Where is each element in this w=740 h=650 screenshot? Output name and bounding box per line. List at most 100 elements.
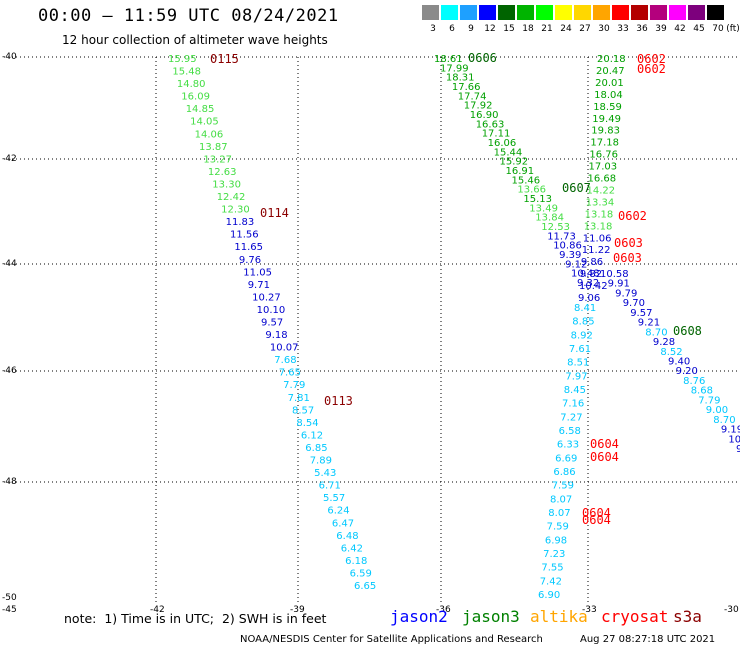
scale-swatch (574, 5, 591, 20)
wave-height-value: 7.16 (562, 399, 584, 410)
wave-height-value: 10. (728, 434, 740, 445)
pass-id-label: 0604 (590, 437, 619, 451)
scale-label: 45 (693, 24, 705, 34)
scale-swatch (460, 5, 477, 20)
pass-id-label: 0602 (637, 52, 666, 66)
wave-height-value: 11.22 (582, 245, 611, 256)
wave-height-value: 16.76 (589, 150, 618, 161)
wave-height-value: 10.07 (270, 343, 299, 354)
lon-tick-label: -42 (150, 605, 165, 615)
wave-height-value: 11.05 (243, 267, 272, 278)
wave-height-value: 8.51 (567, 358, 589, 369)
wave-height-value: 14.06 (195, 129, 224, 140)
legend-jason3: jason3 (462, 607, 520, 626)
wave-height-value: 7.65 (279, 368, 301, 379)
pass-id-label: 0602 (618, 209, 647, 223)
wave-height-value: 19.83 (591, 126, 620, 137)
wave-height-value: 9.86 (581, 257, 603, 268)
wave-height-value: 15.13 (523, 194, 552, 205)
wave-height-value: 14.80 (177, 79, 206, 90)
wave-height-value: 10.10 (257, 305, 286, 316)
lat-tick-label: -50 (2, 593, 17, 603)
wave-height-value: 9.20 (676, 366, 698, 377)
lat-lon-grid (4, 56, 740, 603)
axis-ticks: -40 -42 -44 -46 -48 -50 -45 -42 -39 -36 -33 -30 (2, 52, 739, 615)
wave-height-value: 17.66 (452, 82, 481, 93)
wave-height-value: 17.74 (458, 91, 487, 102)
legend-cryosat: cryosat (601, 607, 669, 626)
wave-height-value: 7.42 (540, 576, 562, 587)
scale-label: 30 (598, 24, 610, 34)
wave-height-value: 20.01 (595, 78, 624, 89)
wave-height-value: 16.63 (476, 119, 505, 130)
wave-height-value: 6.90 (538, 590, 560, 601)
legend-s3a: s3a (673, 607, 702, 626)
wave-height-value: 13.18 (585, 209, 614, 220)
pass-id-label: 0602 (637, 62, 666, 76)
wave-height-value: 6.33 (557, 440, 579, 451)
wave-height-value: 16.91 (506, 166, 535, 177)
wave-height-value: 8.07 (548, 508, 570, 519)
wave-height-value: 16.68 (588, 174, 617, 185)
pass-id-label: 0607 (562, 181, 591, 195)
wave-height-value: 11.73 (547, 231, 576, 242)
scale-label: 36 (636, 24, 648, 34)
wave-height-value: 7.61 (569, 344, 591, 355)
wave-height-value: 12.30 (221, 205, 250, 216)
wave-height-value: 11.56 (230, 230, 259, 241)
lat-tick-label: -40 (2, 52, 17, 62)
wave-height-value: 5.43 (314, 468, 336, 479)
wave-height-value: 15.44 (494, 147, 523, 158)
wave-height-value: 7.68 (274, 355, 296, 366)
lon-tick-label: -33 (582, 605, 597, 615)
wave-height-value: 8.76 (683, 376, 705, 387)
lon-tick-label: -39 (290, 605, 305, 615)
wave-height-value: 16.06 (488, 138, 517, 149)
wave-height-value: 18.61 (434, 54, 463, 65)
wave-height-value: 9.19 (721, 425, 740, 436)
pass-id-label: 0603 (614, 236, 643, 250)
footer-timestamp: Aug 27 08:27:18 UTC 2021 (580, 634, 716, 645)
scale-swatch (498, 5, 515, 20)
scale-label: 18 (522, 24, 534, 34)
scale-swatch (555, 5, 572, 20)
wave-height-value: 7.27 (560, 412, 582, 423)
wave-height-value: 16.09 (181, 92, 210, 103)
wave-height-value: 9.21 (638, 318, 660, 329)
wave-height-value: 13.18 (584, 221, 613, 232)
wave-height-value: 10.58 (600, 269, 629, 280)
wave-height-value: 14.22 (587, 186, 616, 197)
scale-swatch (517, 5, 534, 20)
wave-height-value: 19.49 (592, 114, 621, 125)
scale-label: 21 (541, 24, 553, 34)
wave-height-value: 7.59 (552, 481, 574, 492)
lat-tick-label: -44 (2, 259, 17, 269)
wave-height-value: 6.71 (319, 481, 341, 492)
legend-altika: altika (530, 607, 588, 626)
scale-label: 70 (712, 24, 724, 34)
scale-swatch (479, 5, 496, 20)
wave-height-value: 6.58 (559, 426, 581, 437)
wave-height-value: 16.90 (470, 110, 499, 121)
wave-height-value: 20.18 (597, 54, 626, 65)
wave-height-value: 12.53 (541, 222, 570, 233)
scale-label: 12 (484, 24, 496, 34)
wave-height-value: 13.27 (203, 154, 232, 165)
wave-height-value: 6.24 (327, 506, 349, 517)
pass-id-label: 0604 (582, 513, 611, 527)
wave-height-value: 7.55 (541, 563, 563, 574)
wave-height-value: 8.92 (571, 330, 593, 341)
wave-height-value: 9.40 (668, 357, 690, 368)
pass-id-label: 0608 (673, 324, 702, 338)
scale-label: 15 (503, 24, 515, 34)
wave-height-value: 17.92 (464, 101, 493, 112)
wave-height-value: 9.18 (265, 330, 287, 341)
wave-height-value: 9.79 (615, 288, 637, 299)
lon-tick-label: -45 (2, 605, 17, 615)
wave-height-value: 12.42 (217, 192, 246, 203)
scale-label: 3 (430, 24, 436, 34)
wave-height-value: 8.70 (645, 327, 667, 338)
pass-id-label: 0604 (590, 450, 619, 464)
pass-id-label: 0603 (613, 251, 642, 265)
